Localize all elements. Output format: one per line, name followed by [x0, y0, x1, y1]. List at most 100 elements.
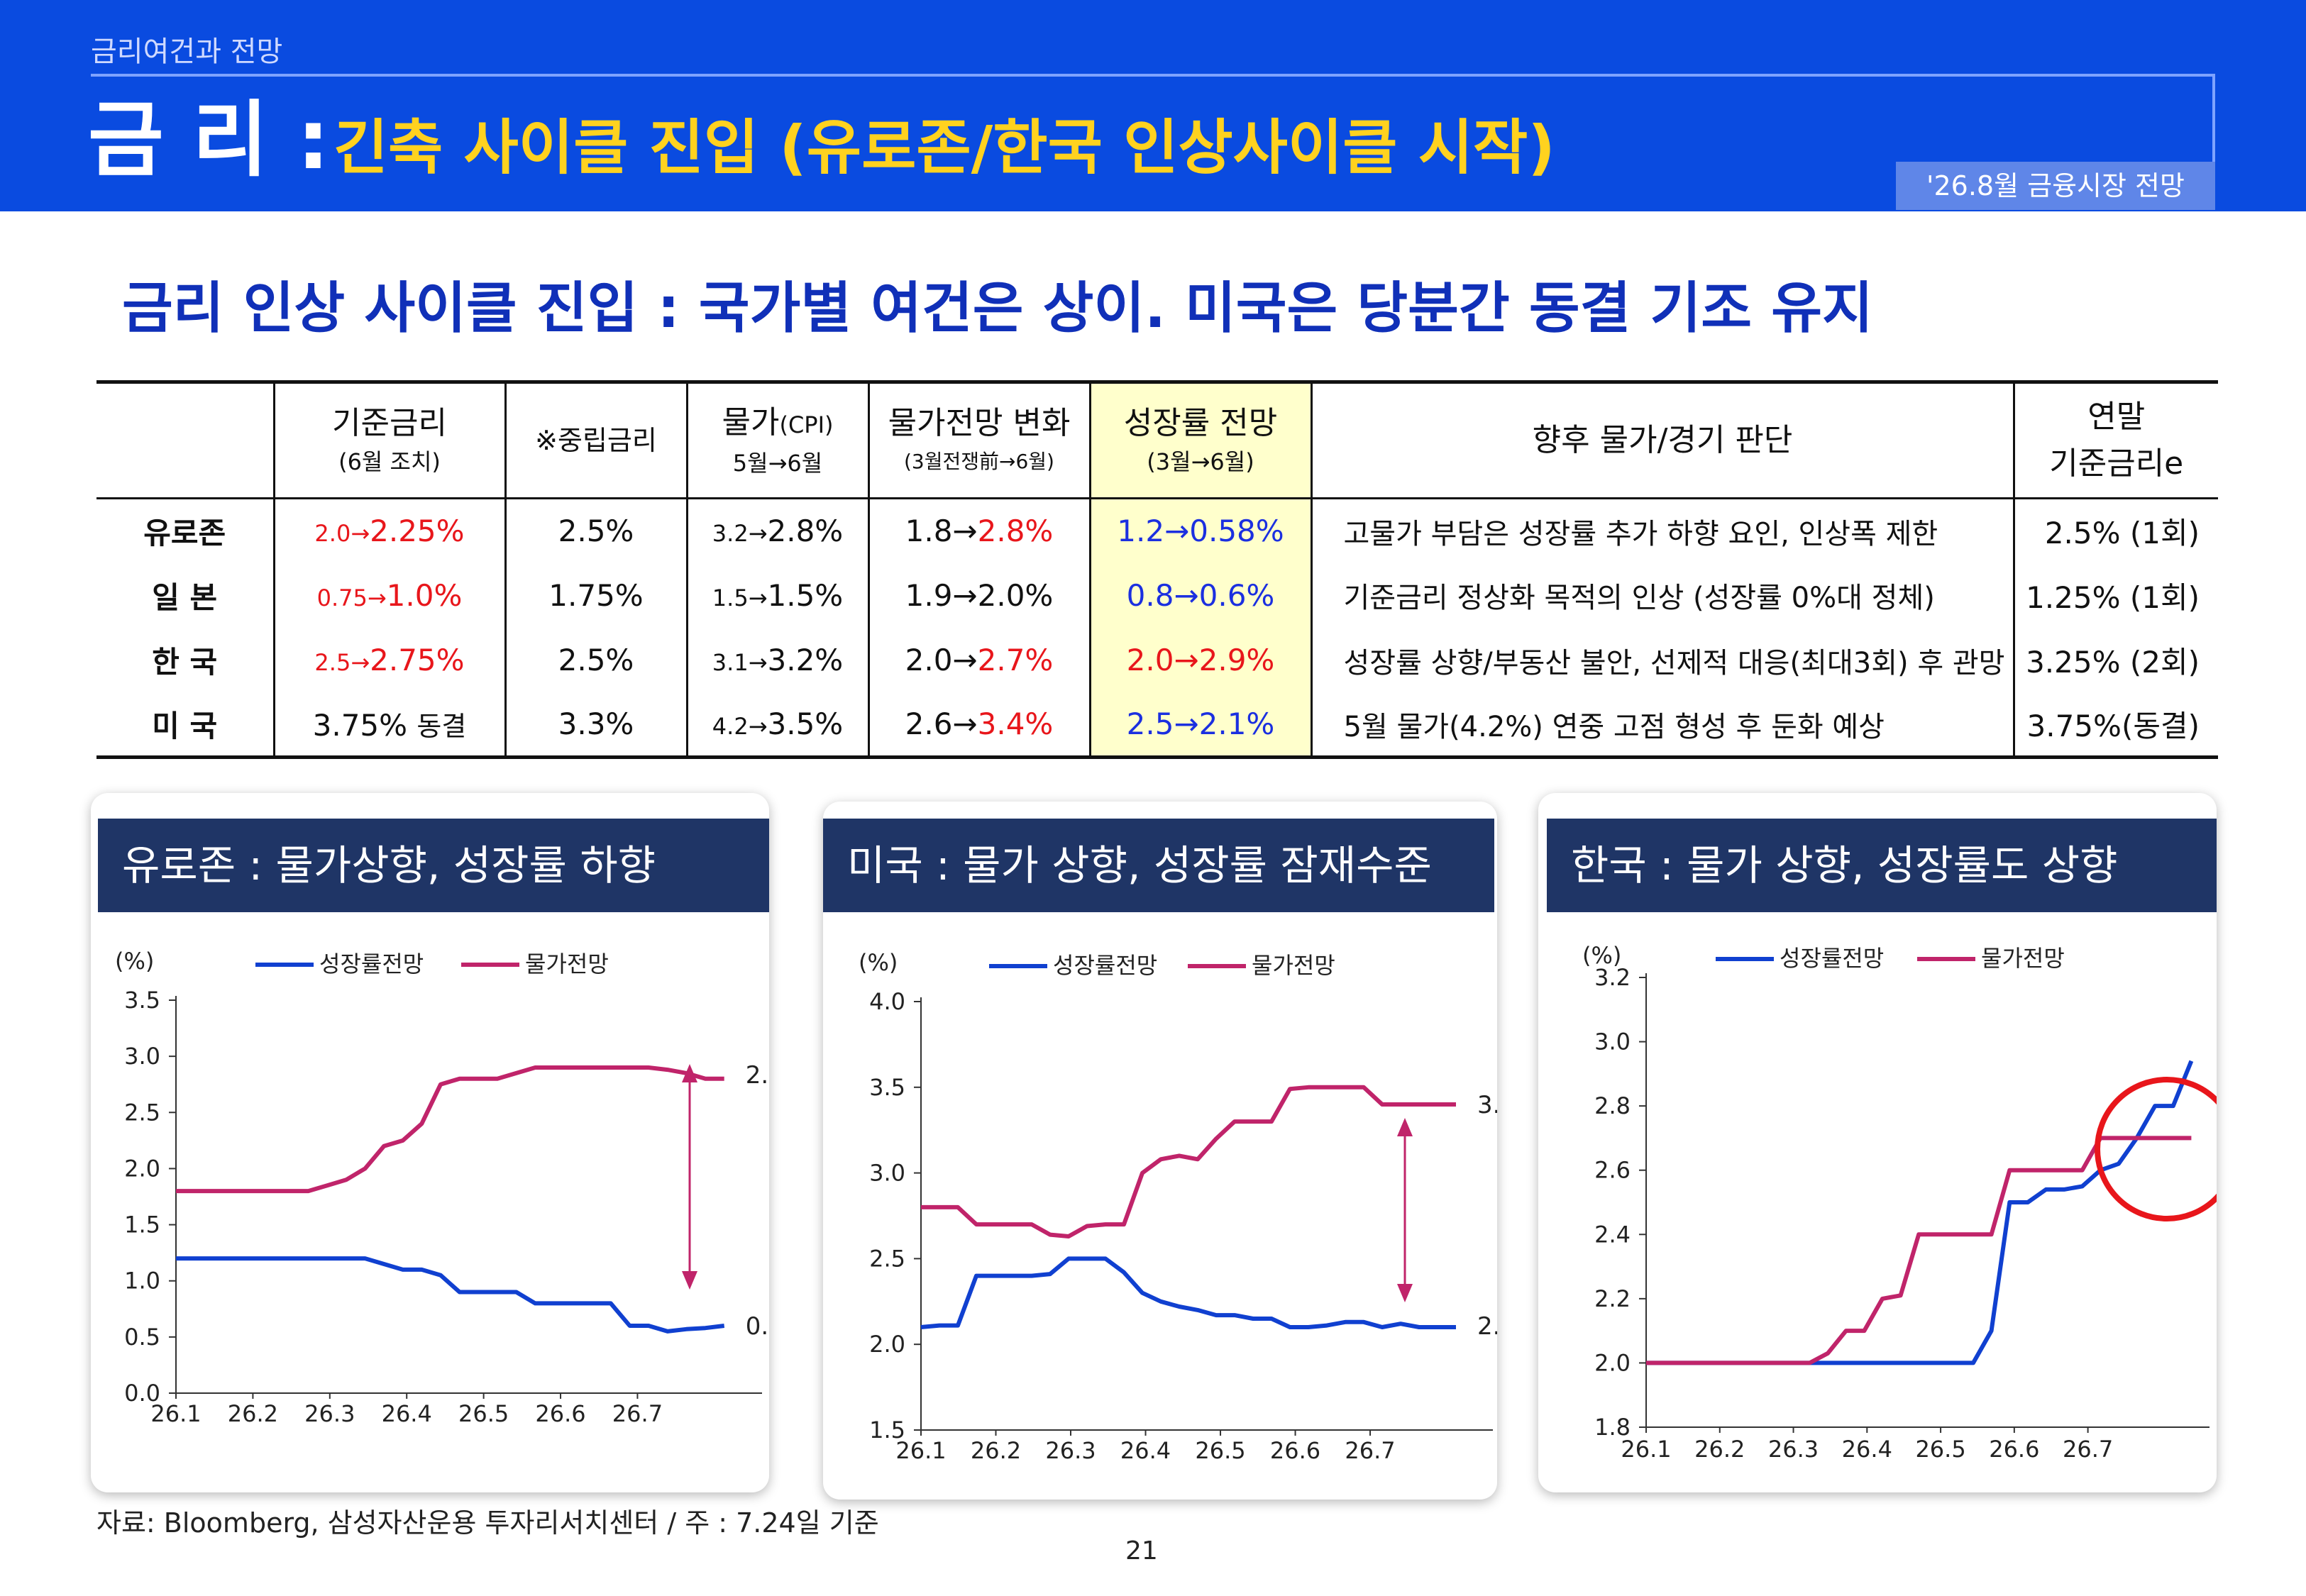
cell-year-end-rate: 3.25% (2회) — [2012, 628, 2218, 693]
table-header-row: 기준금리 (6월 조치) ※중립금리 물가(CPI) 5월→6월 물가전망 변화… — [96, 382, 2218, 499]
cell-outlook: 고물가 부담은 성장률 추가 하향 요인, 인상폭 제한 — [1310, 498, 2014, 563]
cell-growth-forecast: 1.2→0.58% — [1088, 498, 1311, 563]
legend-label: 성장률전망 — [319, 951, 424, 977]
section-kicker: 금리여건과 전망 — [91, 35, 283, 68]
series-line-inflation — [1646, 1136, 2192, 1365]
panel-eurozone: 유로존 : 물가상향, 성장률 하향 0.0 0.5 1.0 1.5 2.0 2.5 3.0… — [91, 793, 769, 1492]
y-tick-label: 3.5 — [124, 987, 160, 1014]
x-tick-label: 26.2 — [228, 1400, 278, 1427]
y-tick-label: 2.4 — [1594, 1221, 1631, 1248]
x-tick-label: 26.5 — [1915, 1436, 1965, 1463]
header-year-end-rate: 연말 기준금리e — [2012, 382, 2218, 499]
y-tick-label: 2.0 — [869, 1331, 905, 1358]
table-row: 미 국 3.75% 동결 3.3% 4.2→3.5% 2.6→3.4% 2.5→2.1% 5… — [96, 692, 2218, 758]
cell-growth-forecast: 2.5→2.1% — [1088, 692, 1311, 758]
cell-cpi: 1.5→1.5% — [685, 563, 868, 628]
y-tick-label: 3.0 — [124, 1043, 160, 1070]
series-line-inflation — [176, 1065, 724, 1194]
cell-outlook: 5월 물가(4.2%) 연중 고점 형성 후 둔화 예상 — [1310, 692, 2014, 758]
report-tag: '26.8월 금융시장 전망 — [1896, 162, 2215, 210]
y-axis-unit: (%) — [1582, 942, 1621, 969]
panel-us: 미국 : 물가 상향, 성장률 잠재수준 1.5 2.0 2.5 3.0 3.5 4.0 2… — [823, 802, 1497, 1500]
cell-policy-rate: 2.5→2.75% — [272, 628, 505, 693]
headline: 금리 인상 사이클 진입 : 국가별 여건은 상이. 미국은 당분간 동결 기조… — [122, 277, 1873, 340]
x-tick-label: 26.6 — [1989, 1436, 2039, 1463]
cell-neutral-rate: 3.3% — [504, 692, 687, 758]
x-tick-label: 26.7 — [2063, 1436, 2113, 1463]
chart-eurozone: 0.0 0.5 1.0 1.5 2.0 2.5 3.0 3.5 26.1 26.2 26.3 26.4… — [115, 948, 769, 1427]
legend-label: 물가전망 — [1981, 945, 2065, 972]
header-policy-rate: 기준금리 (6월 조치) — [272, 382, 505, 499]
x-tick-label: 26.6 — [1270, 1437, 1320, 1464]
end-value-label: 2.8 — [746, 1061, 769, 1090]
cell-growth-forecast: 0.8→0.6% — [1088, 563, 1311, 628]
x-tick-label: 26.3 — [1045, 1437, 1096, 1464]
header-outlook: 향후 물가/경기 판단 — [1310, 382, 2014, 499]
y-tick-label: 3.0 — [869, 1160, 905, 1187]
series-line-growth — [920, 1256, 1456, 1329]
y-tick-label: 2.5 — [869, 1245, 905, 1272]
header-country — [96, 382, 274, 499]
page-number: 21 — [1125, 1536, 1158, 1565]
y-tick-label: 1.5 — [124, 1212, 160, 1238]
legend-label: 물가전망 — [1252, 952, 1335, 979]
y-tick-label: 1.0 — [124, 1268, 160, 1295]
series-line-growth — [176, 1256, 725, 1334]
row-country: 한 국 — [152, 645, 218, 680]
y-tick-label: 0.0 — [124, 1380, 160, 1407]
panel-title-korea: 한국 : 물가 상향, 성장률도 상향 — [1547, 819, 2217, 912]
cell-year-end-rate: 2.5% (1회) — [2012, 498, 2218, 563]
header-cpi-forecast-change: 물가전망 변화 (3월전쟁前→6월) — [867, 382, 1090, 499]
table-row: 유로존 2.0→2.25% 2.5% 3.2→2.8% 1.8→2.8% 1.2→0.58… — [96, 498, 2218, 563]
panel-korea: 한국 : 물가 상향, 성장률도 상향 1.8 2.0 2.2 2.4 2.6 2.8 3.… — [1538, 793, 2217, 1492]
y-tick-label: 2.8 — [1594, 1092, 1631, 1119]
y-tick-label: 4.0 — [869, 988, 905, 1015]
cell-neutral-rate: 1.75% — [504, 563, 687, 628]
y-tick-label: 0.5 — [124, 1324, 160, 1351]
source-note: 자료: Bloomberg, 삼성자산운용 투자리서치센터 / 주 : 7.24… — [96, 1507, 879, 1539]
header-banner: 금리여건과 전망 금 리 : 긴축 사이클 진입 (유로존/한국 인상사이클 시… — [0, 0, 2306, 211]
x-tick-label: 26.2 — [971, 1437, 1021, 1464]
page-title: 금 리 : 긴축 사이클 진입 (유로존/한국 인상사이클 시작) — [88, 84, 1555, 221]
table-row: 한 국 2.5→2.75% 2.5% 3.1→3.2% 2.0→2.7% 2.0→2.9%… — [96, 628, 2218, 693]
x-tick-label: 26.7 — [612, 1400, 663, 1427]
header-rule — [91, 74, 2214, 77]
panel-title-eurozone: 유로존 : 물가상향, 성장률 하향 — [98, 819, 769, 912]
cell-growth-forecast: 2.0→2.9% — [1088, 628, 1311, 693]
x-tick-label: 26.6 — [535, 1400, 585, 1427]
gap-arrow-head-up — [682, 1064, 697, 1082]
cell-cpi: 3.1→3.2% — [685, 628, 868, 693]
y-tick-label: 3.0 — [1594, 1029, 1631, 1055]
end-value-label: 0.6 — [746, 1312, 769, 1341]
cell-cpi-forecast-change: 1.9→2.0% — [867, 563, 1090, 628]
x-tick-label: 26.3 — [1768, 1436, 1819, 1463]
chart-korea: 1.8 2.0 2.2 2.4 2.6 2.8 3.0 3.2 26.1 26.2 26.3 26.4… — [1582, 942, 2217, 1463]
row-country: 미 국 — [152, 709, 218, 744]
cell-outlook: 성장률 상향/부동산 불안, 선제적 대응(최대3회) 후 관망 — [1310, 628, 2014, 693]
y-tick-label: 2.6 — [1594, 1157, 1631, 1184]
cell-outlook: 기준금리 정상화 목적의 인상 (성장률 0%대 정체) — [1310, 563, 2014, 628]
end-value-label: 3.4 — [1477, 1091, 1497, 1119]
cell-neutral-rate: 2.5% — [504, 628, 687, 693]
cell-cpi-forecast-change: 2.6→3.4% — [867, 692, 1090, 758]
y-tick-label: 1.5 — [869, 1417, 905, 1443]
gap-arrow-head-down — [1397, 1284, 1413, 1302]
table-row: 일 본 0.75→1.0% 1.75% 1.5→1.5% 1.9→2.0% 0.8→0.6… — [96, 563, 2218, 628]
y-tick-label: 2.2 — [1594, 1285, 1631, 1312]
gap-arrow-head-up — [1397, 1118, 1413, 1136]
cell-cpi-forecast-change: 1.8→2.8% — [867, 498, 1090, 563]
x-tick-label: 26.5 — [458, 1400, 509, 1427]
page-title-main: 금 리 : — [88, 92, 330, 188]
y-axis-unit: (%) — [859, 949, 898, 976]
y-tick-label: 3.5 — [869, 1074, 905, 1101]
x-tick-label: 26.5 — [1195, 1437, 1245, 1464]
cell-cpi: 3.2→2.8% — [685, 498, 868, 563]
x-tick-label: 26.1 — [150, 1400, 201, 1427]
header-growth-forecast: 성장률 전망 (3월→6월) — [1088, 382, 1311, 499]
x-tick-label: 26.4 — [382, 1400, 432, 1427]
chart-us: 1.5 2.0 2.5 3.0 3.5 4.0 26.1 26.2 26.3 26.4 26.5 26… — [859, 949, 1497, 1464]
y-tick-label: 2.5 — [124, 1099, 160, 1126]
summary-table: 기준금리 (6월 조치) ※중립금리 물가(CPI) 5월→6월 물가전망 변화… — [96, 380, 2218, 759]
highlight-circle — [2095, 1077, 2217, 1221]
legend-label: 성장률전망 — [1780, 945, 1884, 972]
